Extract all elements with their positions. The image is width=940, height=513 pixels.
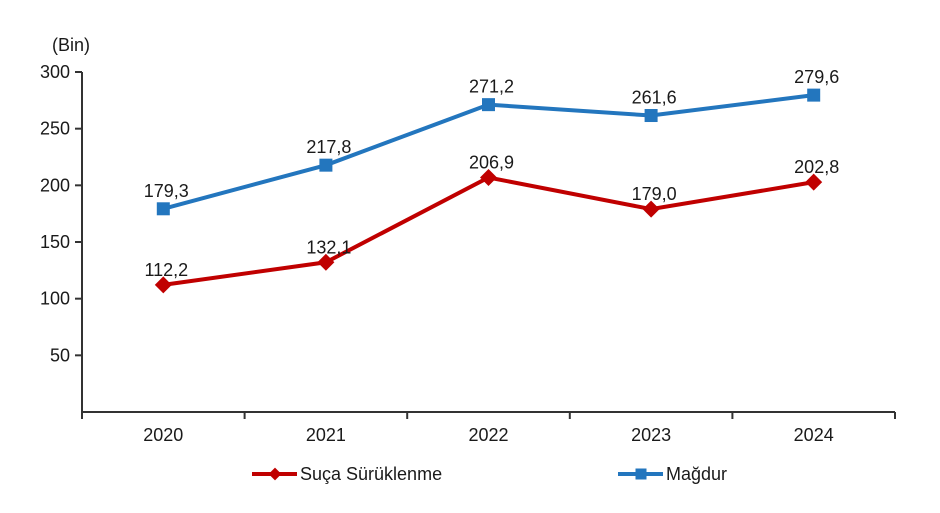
x-axis-category-label: 2023 [631,425,671,445]
data-point-marker-diamond [642,200,660,218]
legend-item-magdur: Mağdur [618,463,727,485]
legend-line-blue [618,468,663,480]
data-point-label: 217,8 [306,137,351,157]
legend-line-red [252,467,297,481]
data-point-label: 179,0 [632,184,677,204]
y-axis-tick-label: 50 [50,345,70,365]
data-point-label: 112,2 [144,260,188,280]
y-axis-tick-label: 250 [40,119,70,139]
data-point-label: 202,8 [794,157,839,177]
diamond-marker-icon [268,467,281,481]
x-axis-category-label: 2021 [306,425,346,445]
data-point-label: 206,9 [469,153,514,173]
x-axis-category-label: 2022 [468,425,508,445]
chart-legend: Suça Sürüklenme Mağdur [0,463,940,487]
data-point-label: 279,6 [794,67,839,87]
data-point-marker-diamond [154,276,172,294]
legend-label: Suça Sürüklenme [300,463,443,484]
data-point-marker-square [319,158,333,172]
x-axis-category-label: 2020 [143,425,183,445]
data-point-marker-diamond [805,173,823,191]
data-point-marker-diamond [480,169,497,186]
series-line-0 [163,175,815,287]
y-axis-unit-label: (Bin) [52,35,91,55]
data-point-marker-diamond [317,253,335,271]
data-point-label: 179,3 [144,181,189,201]
y-axis-tick-label: 100 [40,289,70,309]
y-axis-tick-label: 200 [40,175,70,195]
data-point-marker-square [807,88,821,102]
data-point-label: 271,2 [469,77,514,97]
legend-label: Mağdur [666,463,728,484]
data-point-label: 261,6 [632,88,677,108]
legend-item-suca-suruklenme: Suça Sürüklenme [252,463,442,485]
data-point-marker-square [482,98,495,112]
y-axis-tick-label: 300 [40,62,70,82]
data-point-marker-square [644,109,658,123]
square-marker-icon [635,468,646,480]
y-axis-tick-label: 150 [40,232,70,252]
data-point-marker-square [156,202,170,216]
data-point-label: 132,1 [306,237,351,257]
x-axis-category-label: 2024 [794,425,834,445]
